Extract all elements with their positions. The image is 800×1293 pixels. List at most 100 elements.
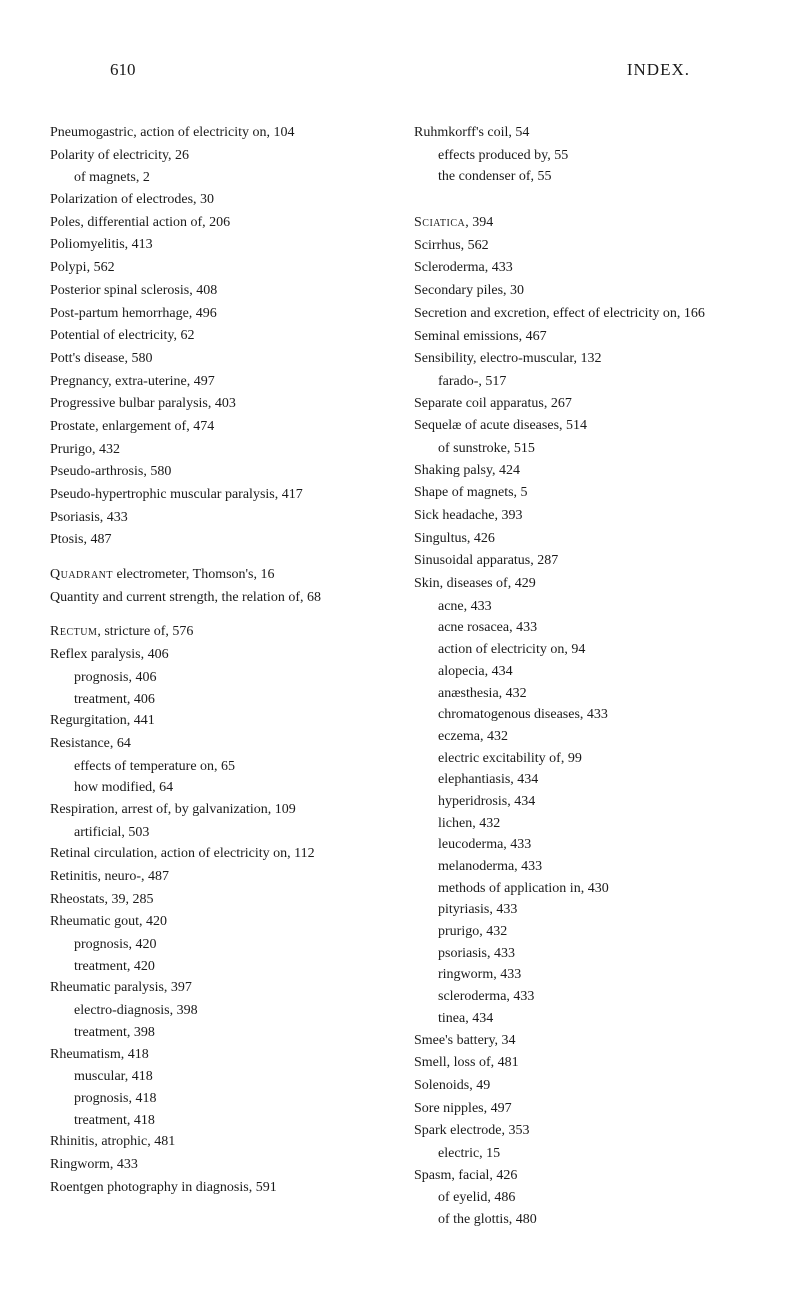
index-entry: electric, 15	[414, 1143, 750, 1165]
index-entry: Singultus, 426	[414, 528, 750, 550]
index-entry: Progressive bulbar paralysis, 403	[50, 393, 386, 415]
index-entry: effects of temperature on, 65	[50, 756, 386, 778]
index-title: INDEX.	[627, 60, 690, 80]
index-entry: Prostate, enlargement of, 474	[50, 416, 386, 438]
index-entry: prognosis, 420	[50, 934, 386, 956]
index-entry: Quantity and current strength, the relat…	[50, 587, 386, 609]
index-entry: Spasm, facial, 426	[414, 1165, 750, 1187]
index-entry: how modified, 64	[50, 777, 386, 799]
index-entry: Skin, diseases of, 429	[414, 573, 750, 595]
index-entry: electric excitability of, 99	[414, 748, 750, 770]
index-entry-text: electrometer, Thomson's, 16	[113, 567, 275, 582]
index-entry: leucoderma, 433	[414, 834, 750, 856]
index-entry: Rhinitis, atrophic, 481	[50, 1131, 386, 1153]
index-entry: Poliomyelitis, 413	[50, 234, 386, 256]
index-entry: alopecia, 434	[414, 661, 750, 683]
index-entry: Regurgitation, 441	[50, 710, 386, 732]
index-entry: Retinitis, neuro-, 487	[50, 866, 386, 888]
index-entry: treatment, 418	[50, 1110, 386, 1132]
page-header: 610 INDEX.	[50, 60, 750, 80]
index-entry: methods of application in, 430	[414, 878, 750, 900]
index-entry: acne rosacea, 433	[414, 617, 750, 639]
index-entry: Resistance, 64	[50, 733, 386, 755]
section-gap	[414, 200, 750, 212]
index-entry: of sunstroke, 515	[414, 438, 750, 460]
index-entry: Pott's disease, 580	[50, 348, 386, 370]
index-entry: Rheumatism, 418	[50, 1044, 386, 1066]
right-column: Ruhmkorff's coil, 54effects produced by,…	[414, 122, 750, 1231]
index-entry: Sensibility, electro-muscular, 132	[414, 348, 750, 370]
index-entry: Sore nipples, 497	[414, 1098, 750, 1120]
index-entry: tinea, 434	[414, 1008, 750, 1030]
page-number: 610	[110, 60, 136, 80]
index-entry: prognosis, 418	[50, 1088, 386, 1110]
index-entry: Reflex paralysis, 406	[50, 644, 386, 666]
index-entry: Ptosis, 487	[50, 529, 386, 551]
index-entry: action of electricity on, 94	[414, 639, 750, 661]
index-entry: scleroderma, 433	[414, 986, 750, 1008]
index-entry: Spark electrode, 353	[414, 1120, 750, 1142]
index-entry: Rectum, stricture of, 576	[50, 621, 386, 643]
index-entry: anæsthesia, 432	[414, 683, 750, 705]
index-columns: Pneumogastric, action of electricity on,…	[50, 122, 750, 1231]
index-entry: Sick headache, 393	[414, 505, 750, 527]
index-entry: Ringworm, 433	[50, 1154, 386, 1176]
index-entry: of eyelid, 486	[414, 1187, 750, 1209]
index-entry: the condenser of, 55	[414, 166, 750, 188]
index-entry: Poles, differential action of, 206	[50, 212, 386, 234]
index-entry: effects produced by, 55	[414, 145, 750, 167]
index-entry: Ruhmkorff's coil, 54	[414, 122, 750, 144]
index-entry: Secondary piles, 30	[414, 280, 750, 302]
index-entry: Rheostats, 39, 285	[50, 889, 386, 911]
index-entry: Roentgen photography in diagnosis, 591	[50, 1177, 386, 1199]
index-entry: of magnets, 2	[50, 167, 386, 189]
index-entry: Secretion and excretion, effect of elect…	[414, 303, 750, 325]
index-entry: prognosis, 406	[50, 667, 386, 689]
index-entry: Sciatica, 394	[414, 212, 750, 234]
index-entry: Scleroderma, 433	[414, 257, 750, 279]
index-entry: Scirrhus, 562	[414, 235, 750, 257]
index-entry: Psoriasis, 433	[50, 507, 386, 529]
index-entry: Rheumatic gout, 420	[50, 911, 386, 933]
index-term-smallcaps: Sciatica	[414, 215, 465, 230]
index-entry: Smell, loss of, 481	[414, 1052, 750, 1074]
index-entry: artificial, 503	[50, 822, 386, 844]
index-entry: Sequelæ of acute diseases, 514	[414, 415, 750, 437]
index-entry: Solenoids, 49	[414, 1075, 750, 1097]
index-entry: Prurigo, 432	[50, 439, 386, 461]
index-entry: eczema, 432	[414, 726, 750, 748]
index-entry: farado-, 517	[414, 371, 750, 393]
index-entry: Pregnancy, extra-uterine, 497	[50, 371, 386, 393]
index-entry: elephantiasis, 434	[414, 769, 750, 791]
index-entry: Shape of magnets, 5	[414, 482, 750, 504]
index-entry: Polarization of electrodes, 30	[50, 189, 386, 211]
index-entry: Retinal circulation, action of electrici…	[50, 843, 386, 865]
index-entry: Respiration, arrest of, by galvanization…	[50, 799, 386, 821]
index-entry: Smee's battery, 34	[414, 1030, 750, 1052]
index-entry: Seminal emissions, 467	[414, 326, 750, 348]
index-entry: prurigo, 432	[414, 921, 750, 943]
index-entry: Rheumatic paralysis, 397	[50, 977, 386, 999]
index-entry: acne, 433	[414, 596, 750, 618]
index-entry: Posterior spinal sclerosis, 408	[50, 280, 386, 302]
index-entry: Pseudo-arthrosis, 580	[50, 461, 386, 483]
index-entry: Polarity of electricity, 26	[50, 145, 386, 167]
index-entry-text: , stricture of, 576	[97, 624, 193, 639]
index-entry: Post-partum hemorrhage, 496	[50, 303, 386, 325]
index-entry: psoriasis, 433	[414, 943, 750, 965]
index-entry: lichen, 432	[414, 813, 750, 835]
left-column: Pneumogastric, action of electricity on,…	[50, 122, 386, 1231]
index-entry: treatment, 406	[50, 689, 386, 711]
index-entry: ringworm, 433	[414, 964, 750, 986]
index-term-smallcaps: Rectum	[50, 624, 97, 639]
section-gap	[50, 609, 386, 621]
index-entry: Pneumogastric, action of electricity on,…	[50, 122, 386, 144]
index-entry: Sinusoidal apparatus, 287	[414, 550, 750, 572]
index-entry: Quadrant electrometer, Thomson's, 16	[50, 564, 386, 586]
index-entry: Potential of electricity, 62	[50, 325, 386, 347]
index-entry: hyperidrosis, 434	[414, 791, 750, 813]
index-entry: treatment, 398	[50, 1022, 386, 1044]
section-gap	[414, 188, 750, 200]
index-entry: Polypi, 562	[50, 257, 386, 279]
index-entry: muscular, 418	[50, 1066, 386, 1088]
